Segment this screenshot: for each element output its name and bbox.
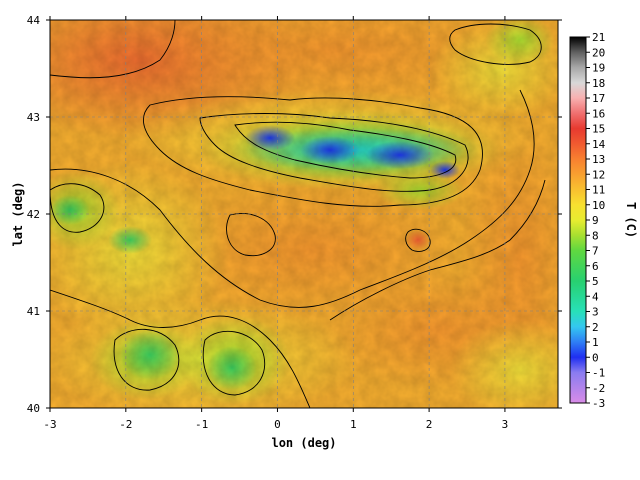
- grid-lines: [50, 20, 558, 408]
- colorbar-tick-label: 7: [592, 245, 599, 258]
- x-tick-label: -2: [119, 418, 132, 431]
- y-tick-label: 41: [27, 305, 40, 318]
- colorbar-tick-label: 10: [592, 199, 605, 212]
- colorbar-tick-label: 2: [592, 321, 599, 334]
- contour-pyrenees-mid: [199, 113, 469, 192]
- contour-ne: [449, 23, 542, 65]
- y-tick-label: 42: [27, 208, 40, 221]
- colorbar-tick-label: 15: [592, 123, 605, 136]
- x-tick-label: -3: [43, 418, 56, 431]
- colorbar-tick-label: 21: [592, 31, 605, 44]
- contour-pyrenees-inner: [234, 121, 457, 179]
- colorbar-tick-label: 20: [592, 46, 605, 59]
- colorbar-tick-label: 6: [592, 260, 599, 273]
- colorbar-tick-label: 3: [592, 306, 599, 319]
- colorbar-tick-label: 0: [592, 351, 599, 364]
- contour-iberian-green-e: [202, 330, 266, 396]
- contour-west-green: [50, 183, 105, 233]
- map-plot-area: -3 -2 -1 0 1 2 3 40 41 42 43 44 lon (deg) lat (deg…: [11, 14, 562, 450]
- x-tick-label: 2: [426, 418, 433, 431]
- y-axis-label: lat (deg): [11, 181, 25, 246]
- x-axis-ticks: -3 -2 -1 0 1 2 3: [43, 16, 508, 431]
- colorbar-tick-label: 11: [592, 184, 605, 197]
- colorbar-tick-label: 12: [592, 168, 605, 181]
- contour-coast-east: [329, 179, 546, 321]
- colorbar-label: T (C): [624, 202, 638, 238]
- colorbar-gradient: [569, 36, 587, 404]
- contour-coast-nw: [50, 20, 176, 79]
- colorbar-tick-label: -3: [592, 397, 605, 410]
- colorbar-tick-label: 9: [592, 214, 599, 227]
- y-tick-label: 40: [27, 402, 40, 415]
- y-axis-ticks: 40 41 42 43 44: [27, 14, 562, 415]
- colorbar: -3-2-10123456789101112131415161718192021…: [569, 31, 638, 410]
- x-tick-label: 3: [502, 418, 509, 431]
- colorbar-tick-label: 19: [592, 62, 605, 75]
- colorbar-tick-label: 5: [592, 275, 599, 288]
- colorbar-tick-label: -2: [592, 382, 605, 395]
- temperature-field: [50, 20, 558, 408]
- x-tick-label: -1: [195, 418, 208, 431]
- y-tick-label: 44: [27, 14, 41, 27]
- contour-iberian-green-w: [113, 328, 180, 391]
- contour-central: [226, 213, 276, 257]
- x-tick-label: 1: [350, 418, 357, 431]
- y-tick-label: 43: [27, 111, 40, 124]
- contour-iberian: [50, 289, 311, 408]
- x-tick-label: 0: [274, 418, 281, 431]
- colorbar-tick-label: 8: [592, 229, 599, 242]
- colorbar-tick-label: 13: [592, 153, 605, 166]
- x-axis-label: lon (deg): [271, 436, 336, 450]
- colorbar-tick-label: 17: [592, 92, 605, 105]
- colorbar-tick-label: 1: [592, 336, 599, 349]
- colorbar-tick-label: -1: [592, 367, 605, 380]
- contour-ebro: [50, 89, 535, 308]
- contour-girona: [405, 228, 431, 252]
- colorbar-tick-label: 4: [592, 290, 599, 303]
- colorbar-tick-label: 14: [592, 138, 606, 151]
- contour-lines: [50, 20, 546, 408]
- contour-pyrenees-outer: [143, 96, 483, 207]
- colorbar-tick-label: 16: [592, 107, 605, 120]
- colorbar-tick-label: 18: [592, 77, 605, 90]
